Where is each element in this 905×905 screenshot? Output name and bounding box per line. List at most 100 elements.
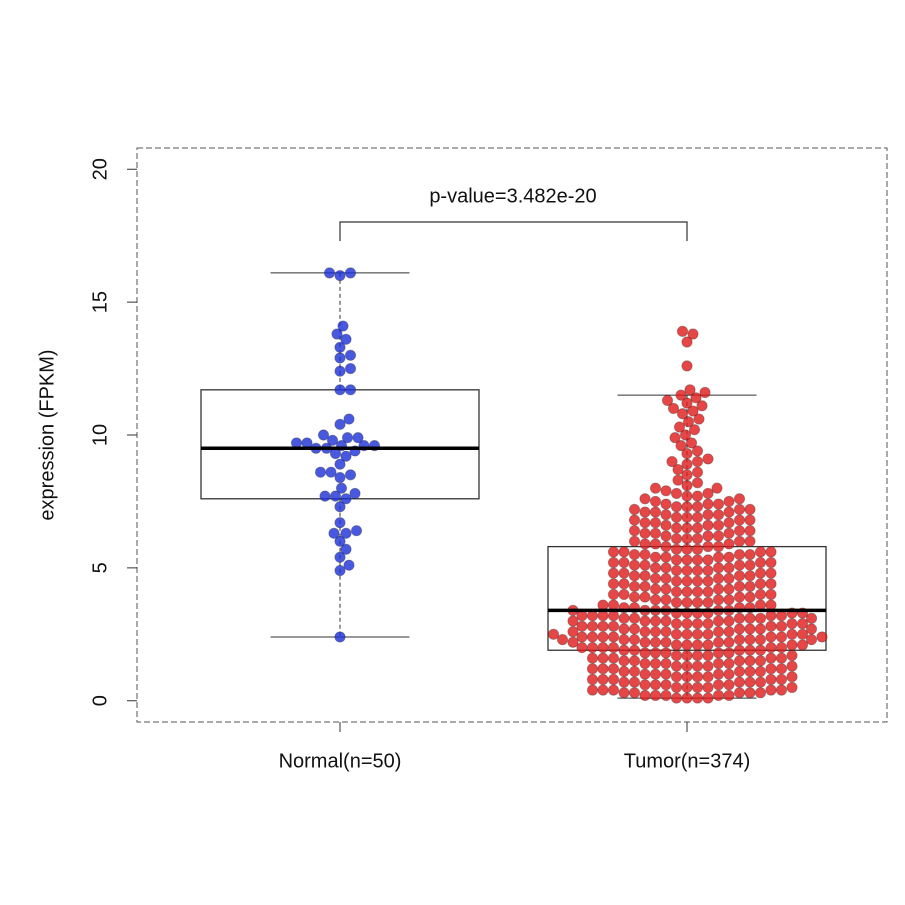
data-point — [639, 615, 651, 627]
data-point — [649, 506, 662, 518]
data-point — [712, 657, 725, 670]
data-point — [670, 564, 683, 577]
data-point — [660, 519, 672, 531]
data-point — [334, 501, 346, 513]
data-point — [702, 649, 714, 662]
data-point — [667, 402, 680, 415]
data-point — [712, 572, 725, 585]
data-point — [597, 631, 609, 643]
data-point — [660, 657, 672, 670]
data-point — [712, 562, 725, 574]
data-point — [618, 546, 630, 558]
data-point — [681, 522, 693, 534]
data-point — [702, 575, 714, 587]
data-point — [684, 384, 696, 396]
data-point — [618, 588, 630, 601]
data-point — [691, 445, 704, 457]
y-axis-label: expression (FPKM) — [36, 349, 58, 520]
data-point — [649, 668, 662, 680]
data-point — [702, 618, 714, 630]
data-point — [607, 663, 620, 675]
data-point — [723, 572, 735, 585]
data-point — [660, 594, 672, 606]
data-point — [679, 429, 692, 441]
data-point — [334, 517, 346, 529]
data-point — [660, 668, 672, 680]
data-point — [744, 570, 756, 582]
data-point — [675, 440, 687, 452]
data-point — [702, 692, 714, 704]
data-point — [681, 336, 693, 348]
data-point — [723, 615, 735, 627]
data-point — [702, 628, 714, 640]
data-point — [628, 570, 641, 582]
data-point — [691, 681, 704, 694]
data-point — [723, 647, 735, 659]
data-point — [688, 424, 701, 436]
data-point — [586, 684, 599, 696]
data-point — [586, 652, 599, 664]
data-point — [618, 676, 630, 688]
data-point — [607, 631, 620, 643]
data-point — [723, 636, 735, 648]
data-point — [712, 519, 725, 531]
data-point — [670, 596, 683, 609]
data-point — [681, 448, 693, 460]
data-point — [639, 538, 651, 550]
data-point — [349, 487, 361, 500]
data-point — [639, 548, 651, 561]
data-point — [786, 639, 798, 651]
data-point — [702, 453, 714, 465]
data-point — [693, 413, 705, 425]
data-point — [681, 533, 693, 545]
data-point — [712, 498, 725, 510]
data-point — [796, 618, 809, 630]
y-tick-label: 5 — [89, 562, 111, 573]
data-point — [733, 665, 746, 678]
data-point — [639, 647, 651, 659]
data-point — [649, 615, 662, 627]
data-point — [765, 673, 777, 686]
data-point — [744, 634, 756, 646]
data-point — [649, 551, 662, 563]
data-point — [660, 679, 672, 691]
data-point — [660, 583, 672, 595]
data-point — [775, 673, 788, 686]
data-point — [325, 466, 337, 478]
data-point — [586, 620, 599, 632]
data-point — [681, 458, 693, 470]
data-point — [744, 514, 756, 526]
data-point — [754, 612, 767, 624]
data-point — [628, 525, 641, 537]
data-point — [765, 588, 777, 601]
data-point — [597, 641, 609, 654]
data-point — [628, 535, 641, 547]
data-point — [334, 535, 346, 547]
data-point — [669, 432, 681, 444]
data-point — [712, 636, 725, 648]
data-point — [691, 649, 704, 662]
data-point — [682, 416, 695, 428]
data-point — [329, 490, 342, 502]
data-point — [691, 455, 704, 468]
data-point — [639, 626, 651, 638]
data-point — [765, 641, 777, 654]
data-point — [723, 517, 735, 529]
data-point — [337, 320, 349, 332]
data-point — [607, 620, 620, 632]
data-point — [702, 509, 714, 521]
data-point — [765, 567, 777, 579]
data-point — [649, 583, 662, 595]
data-point — [628, 559, 641, 571]
data-point — [681, 501, 693, 513]
data-point — [607, 578, 620, 590]
data-point — [343, 413, 355, 425]
data-point — [796, 628, 809, 640]
data-point — [660, 572, 672, 585]
data-point — [666, 455, 678, 468]
data-point — [733, 644, 746, 656]
data-point — [691, 618, 704, 630]
data-point — [744, 525, 756, 537]
data-point — [754, 687, 767, 699]
